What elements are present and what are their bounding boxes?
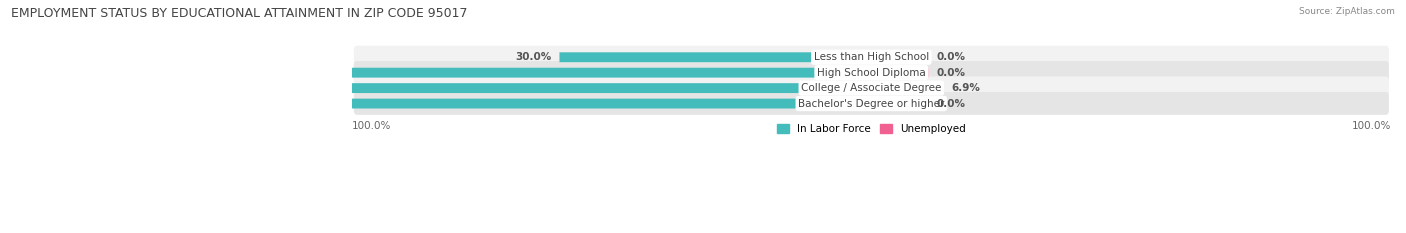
FancyBboxPatch shape bbox=[872, 68, 928, 78]
FancyBboxPatch shape bbox=[354, 92, 1389, 115]
Text: 100.0%: 100.0% bbox=[1351, 120, 1391, 130]
FancyBboxPatch shape bbox=[872, 83, 943, 93]
Text: 0.0%: 0.0% bbox=[936, 68, 966, 78]
FancyBboxPatch shape bbox=[872, 52, 928, 62]
Text: 0.0%: 0.0% bbox=[936, 99, 966, 109]
Text: High School Diploma: High School Diploma bbox=[817, 68, 925, 78]
FancyBboxPatch shape bbox=[93, 99, 872, 109]
FancyBboxPatch shape bbox=[872, 99, 928, 109]
FancyBboxPatch shape bbox=[354, 46, 1389, 69]
Text: Less than High School: Less than High School bbox=[814, 52, 929, 62]
Text: 0.0%: 0.0% bbox=[936, 52, 966, 62]
FancyBboxPatch shape bbox=[354, 76, 1389, 99]
FancyBboxPatch shape bbox=[354, 61, 1389, 84]
Text: 63.3%: 63.3% bbox=[229, 68, 266, 78]
Legend: In Labor Force, Unemployed: In Labor Force, Unemployed bbox=[772, 120, 970, 138]
Text: Source: ZipAtlas.com: Source: ZipAtlas.com bbox=[1299, 7, 1395, 16]
Text: College / Associate Degree: College / Associate Degree bbox=[801, 83, 942, 93]
Text: 82.4%: 82.4% bbox=[31, 83, 67, 93]
FancyBboxPatch shape bbox=[214, 68, 872, 78]
FancyBboxPatch shape bbox=[15, 83, 872, 93]
Text: 6.9%: 6.9% bbox=[952, 83, 980, 93]
Text: 30.0%: 30.0% bbox=[515, 52, 551, 62]
Text: 74.9%: 74.9% bbox=[108, 99, 145, 109]
Text: EMPLOYMENT STATUS BY EDUCATIONAL ATTAINMENT IN ZIP CODE 95017: EMPLOYMENT STATUS BY EDUCATIONAL ATTAINM… bbox=[11, 7, 468, 20]
FancyBboxPatch shape bbox=[560, 52, 872, 62]
Text: Bachelor's Degree or higher: Bachelor's Degree or higher bbox=[799, 99, 945, 109]
Text: 100.0%: 100.0% bbox=[352, 120, 391, 130]
